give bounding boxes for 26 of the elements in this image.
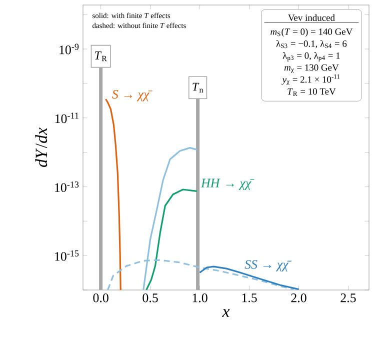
ref-line-label: T$_{n}$	[192, 82, 204, 92]
x-tick-label: 0.5	[142, 294, 158, 302]
annotation: λ$_{p3}$ = 0, λ$_{p4}$ = 1	[282, 52, 340, 62]
y-tick-label: 10$^{-9}$	[60, 44, 79, 54]
series-label: S → χχ̄	[112, 90, 152, 102]
line-series	[104, 98, 122, 290]
y-tick-label: 10$^{-15}$	[55, 250, 79, 261]
annotation: m$_{χ}$ = 130 GeV	[284, 64, 339, 74]
annotation: m$_{S}$(T = 0) = 140 GeV	[270, 28, 353, 37]
ref-line-label: T$_{R}$	[95, 51, 107, 62]
annotation: y$_{χ}$ = 2.1 × 10$^{-11}$	[282, 74, 340, 86]
x-tick-label: 0.0	[93, 294, 108, 302]
annotation: λ$_{S3}$ = −0.1, λ$_{S4}$ = 6	[276, 40, 347, 48]
series-label: SS → χχ̄	[244, 260, 292, 272]
y-tick-label: 10$^{-11}$	[55, 112, 78, 124]
line-series	[146, 188, 198, 290]
x-tick-label: 2.5	[340, 294, 356, 302]
x-tick-label: 2.0	[291, 294, 306, 302]
x-tick-label: 1.5	[242, 294, 257, 302]
x-tick-label: 1.0	[192, 294, 208, 302]
y-axis-title: dY/dx	[35, 128, 48, 168]
annotation: T$_{R}$ = 10 TeV	[288, 88, 336, 96]
annotation: Vev induced	[288, 14, 335, 21]
y-tick-label: 10$^{-13}$	[55, 181, 79, 192]
series-label: HH → χχ̄	[200, 178, 254, 190]
x-axis-title: x	[222, 309, 230, 317]
